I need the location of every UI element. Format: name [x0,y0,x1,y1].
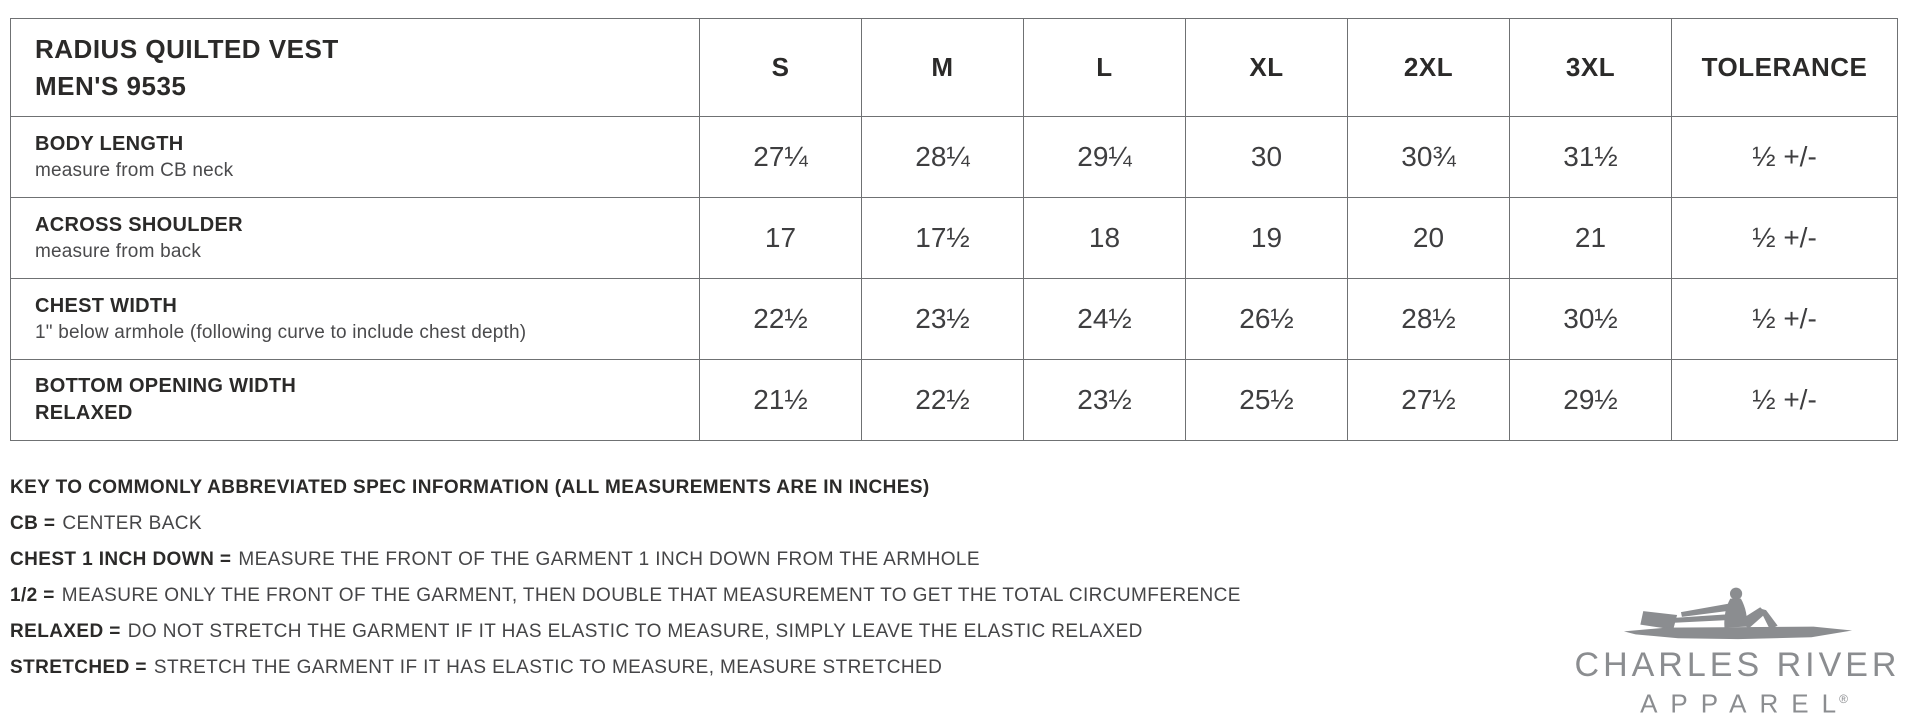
key-definition: DO NOT STRETCH THE GARMENT IF IT HAS ELA… [127,621,1143,642]
size-col-header-3xl: 3XL [1509,18,1672,117]
key-definition: CENTER BACK [62,513,202,534]
size-col-header-m: M [861,18,1024,117]
row-label-cell: BODY LENGTH measure from CB neck [10,116,700,198]
table-row-bottom-opening-width: BOTTOM OPENING WIDTH RELAXED 21½ 22½ 23½… [10,359,1898,441]
logo-apparel-text: APPAREL [1640,688,1850,719]
measurement-value: 25½ [1185,359,1348,441]
product-style-number: MEN'S 9535 [35,70,187,101]
size-spec-table: RADIUS QUILTED VEST MEN'S 9535 S M L XL … [10,18,1898,441]
table-header-row: RADIUS QUILTED VEST MEN'S 9535 S M L XL … [10,18,1898,117]
tolerance-value: ½ +/- [1671,359,1898,441]
charles-river-apparel-logo: CHARLES RIVER APPAREL® [1565,584,1910,718]
tolerance-value: ½ +/- [1671,278,1898,360]
measurement-value: 18 [1023,197,1186,279]
measurement-value: 29½ [1509,359,1672,441]
row-label: CHEST WIDTH [35,295,178,317]
row-label: BOTTOM OPENING WIDTH [35,375,297,397]
product-title-cell: RADIUS QUILTED VEST MEN'S 9535 [10,18,700,117]
measurement-value: 31½ [1509,116,1672,198]
measurement-value: 30¾ [1347,116,1510,198]
size-col-header-s: S [699,18,862,117]
logo-brand-name: CHARLES RIVER [1574,646,1901,684]
measurement-value: 17½ [861,197,1024,279]
size-col-header-xl: XL [1185,18,1348,117]
key-definition: STRETCH THE GARMENT IF IT HAS ELASTIC TO… [153,657,943,678]
table-row-chest-width: CHEST WIDTH 1" below armhole (following … [10,278,1898,360]
logo-brand-subname: APPAREL® [1565,685,1910,718]
tolerance-col-header: TOLERANCE [1671,18,1898,117]
key-definition: MEASURE THE FRONT OF THE GARMENT 1 INCH … [238,549,980,570]
table-row-body-length: BODY LENGTH measure from CB neck 27¼ 28¼… [10,116,1898,198]
measurement-value: 28¼ [861,116,1024,198]
spec-key-entry-relaxed: RELAXED = DO NOT STRETCH THE GARMENT IF I… [10,614,1241,650]
measurement-value: 27¼ [699,116,862,198]
key-term: CHEST 1 INCH DOWN = [10,549,232,570]
spec-key-entry-half: 1/2 = MEASURE ONLY THE FRONT OF THE GARME… [10,578,1241,614]
measurement-value: 19 [1185,197,1348,279]
measurement-value: 23½ [1023,359,1186,441]
row-sublabel: RELAXED [35,402,133,424]
measurement-value: 24½ [1023,278,1186,360]
product-name: RADIUS QUILTED VEST [35,33,339,64]
spec-key-section: KEY TO COMMONLY ABBREVIATED SPEC INFORMA… [10,470,1241,686]
table-row-across-shoulder: ACROSS SHOULDER measure from back 17 17½… [10,197,1898,279]
row-label-cell: BOTTOM OPENING WIDTH RELAXED [10,359,700,441]
key-term: STRETCHED = [10,657,147,678]
size-col-header-l: L [1023,18,1186,117]
measurement-value: 30½ [1509,278,1672,360]
row-label: BODY LENGTH [35,133,184,155]
row-sublabel: measure from back [35,241,202,262]
measurement-value: 26½ [1185,278,1348,360]
row-sublabel: measure from CB neck [35,160,234,181]
key-term: 1/2 = [10,585,55,606]
tolerance-value: ½ +/- [1671,116,1898,198]
measurement-value: 17 [699,197,862,279]
measurement-value: 27½ [1347,359,1510,441]
measurement-value: 23½ [861,278,1024,360]
measurement-value: 21 [1509,197,1672,279]
size-col-header-2xl: 2XL [1347,18,1510,117]
rower-scull-icon [1623,587,1852,640]
key-term: CB = [10,513,56,534]
measurement-value: 21½ [699,359,862,441]
spec-key-title: KEY TO COMMONLY ABBREVIATED SPEC INFORMA… [10,477,930,498]
row-sublabel: 1" below armhole (following curve to inc… [35,322,527,343]
spec-key-entry-cb: CB = CENTER BACK [10,506,1241,542]
row-label-cell: ACROSS SHOULDER measure from back [10,197,700,279]
measurement-value: 28½ [1347,278,1510,360]
row-label: ACROSS SHOULDER [35,214,243,236]
spec-key-entry-chest-1-inch-down: CHEST 1 INCH DOWN = MEASURE THE FRONT OF … [10,542,1241,578]
registered-trademark-symbol: ® [1839,692,1848,706]
measurement-value: 22½ [699,278,862,360]
measurement-value: 20 [1347,197,1510,279]
measurement-value: 29¼ [1023,116,1186,198]
key-definition: MEASURE ONLY THE FRONT OF THE GARMENT, T… [61,585,1241,606]
key-term: RELAXED = [10,621,121,642]
row-label-cell: CHEST WIDTH 1" below armhole (following … [10,278,700,360]
measurement-value: 30 [1185,116,1348,198]
spec-key-entry-stretched: STRETCHED = STRETCH THE GARMENT IF IT HAS… [10,650,1241,686]
tolerance-value: ½ +/- [1671,197,1898,279]
measurement-value: 22½ [861,359,1024,441]
